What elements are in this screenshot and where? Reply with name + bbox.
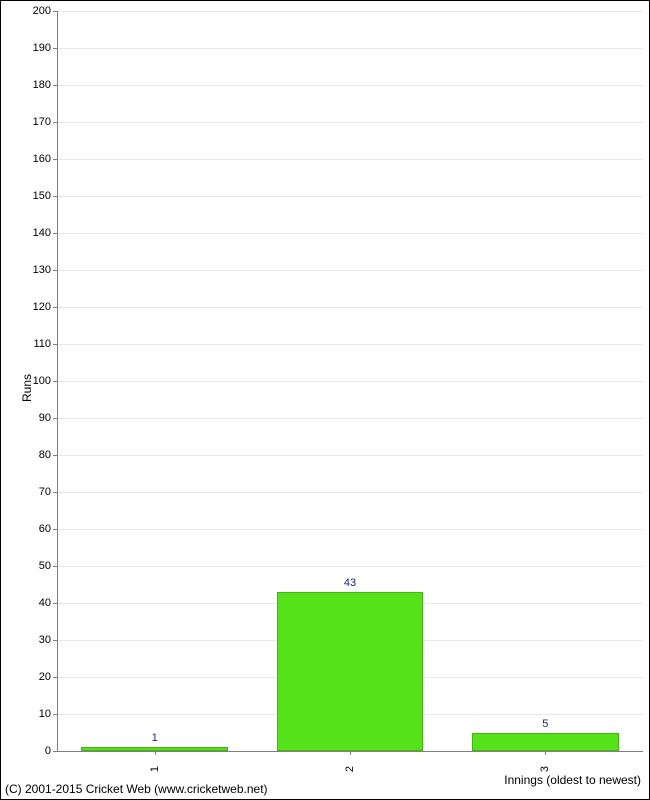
- y-tick-label: 60: [27, 523, 51, 535]
- y-tick-label: 190: [27, 42, 51, 54]
- y-tick-label: 170: [27, 116, 51, 128]
- gridline: [57, 418, 643, 419]
- gridline: [57, 344, 643, 345]
- gridline: [57, 159, 643, 160]
- y-tick-label: 90: [27, 412, 51, 424]
- y-tick-label: 20: [27, 671, 51, 683]
- y-tick-label: 200: [27, 5, 51, 17]
- y-tick-label: 30: [27, 634, 51, 646]
- x-tick-label: 1: [149, 766, 161, 772]
- y-tick-label: 110: [27, 338, 51, 350]
- y-tick-label: 70: [27, 486, 51, 498]
- y-tick-label: 80: [27, 449, 51, 461]
- bar-value-label: 43: [344, 577, 356, 589]
- bar: [472, 733, 619, 752]
- y-tick-label: 160: [27, 153, 51, 165]
- gridline: [57, 122, 643, 123]
- plot-area: [57, 11, 643, 751]
- gridline: [57, 307, 643, 308]
- gridline: [57, 492, 643, 493]
- gridline: [57, 566, 643, 567]
- bar-value-label: 1: [152, 732, 158, 744]
- bar-value-label: 5: [542, 718, 548, 730]
- gridline: [57, 85, 643, 86]
- x-tick-label: 2: [344, 766, 356, 772]
- y-tick-label: 10: [27, 708, 51, 720]
- gridline: [57, 11, 643, 12]
- chart-footer: (C) 2001-2015 Cricket Web (www.cricketwe…: [5, 782, 268, 796]
- gridline: [57, 455, 643, 456]
- y-tick-label: 180: [27, 79, 51, 91]
- y-tick-label: 40: [27, 597, 51, 609]
- y-tick-label: 50: [27, 560, 51, 572]
- gridline: [57, 529, 643, 530]
- y-axis-line: [57, 11, 58, 751]
- y-tick-label: 140: [27, 227, 51, 239]
- x-tick-mark: [155, 751, 156, 755]
- gridline: [57, 196, 643, 197]
- y-tick-label: 0: [27, 745, 51, 757]
- y-tick-label: 120: [27, 301, 51, 313]
- gridline: [57, 381, 643, 382]
- x-tick-label: 3: [539, 766, 551, 772]
- y-tick-label: 150: [27, 190, 51, 202]
- bar: [277, 592, 424, 751]
- chart-container: Runs Innings (oldest to newest) (C) 2001…: [0, 0, 650, 800]
- x-tick-mark: [545, 751, 546, 755]
- x-axis-title: Innings (oldest to newest): [504, 773, 641, 787]
- gridline: [57, 270, 643, 271]
- gridline: [57, 233, 643, 234]
- y-tick-label: 100: [27, 375, 51, 387]
- y-tick-label: 130: [27, 264, 51, 276]
- gridline: [57, 48, 643, 49]
- x-tick-mark: [350, 751, 351, 755]
